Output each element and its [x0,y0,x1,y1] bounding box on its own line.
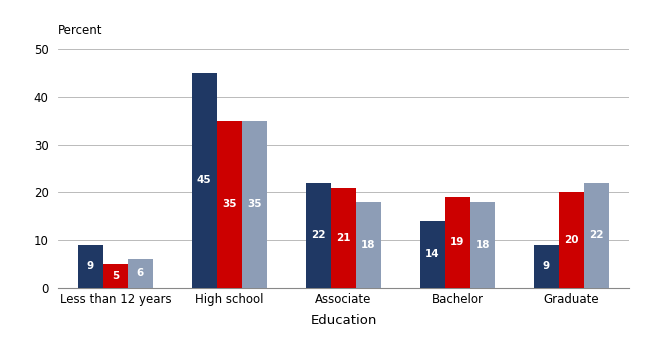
Text: 35: 35 [222,199,237,209]
Bar [78,245,103,288]
Bar [445,197,470,288]
Text: 21: 21 [336,233,351,243]
Bar [559,192,584,288]
Text: 6: 6 [137,269,144,278]
Text: 18: 18 [362,240,376,250]
Text: 20: 20 [564,235,579,245]
Text: 18: 18 [476,240,490,250]
Bar [420,221,445,288]
Text: 22: 22 [590,230,604,240]
Text: 19: 19 [450,238,465,247]
Text: 35: 35 [248,199,262,209]
Bar [192,73,217,288]
X-axis label: Education: Education [310,314,376,327]
Bar [306,183,331,288]
Text: 22: 22 [311,230,325,240]
Bar [242,121,267,288]
Text: 14: 14 [425,250,440,259]
Bar [217,121,242,288]
Bar [128,259,153,288]
Bar [470,202,495,288]
Legend: 62, FRA, After FRA: 62, FRA, After FRA [453,0,623,1]
Bar [356,202,381,288]
Text: Percent: Percent [58,24,103,37]
Bar [331,187,356,288]
Bar [534,245,559,288]
Text: 9: 9 [87,261,94,271]
Text: 45: 45 [197,176,212,185]
Bar [584,183,609,288]
Text: 9: 9 [543,261,550,271]
Bar [103,264,128,288]
Text: 5: 5 [111,271,119,281]
